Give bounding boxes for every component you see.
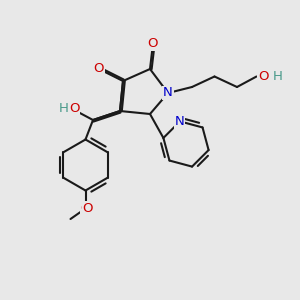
Text: H: H — [59, 101, 69, 115]
Text: N: N — [175, 115, 185, 128]
Text: O: O — [69, 101, 80, 115]
Text: O: O — [94, 62, 104, 76]
Text: H: H — [273, 70, 283, 83]
Text: O: O — [258, 70, 268, 83]
Text: O: O — [148, 37, 158, 50]
Text: O: O — [80, 202, 91, 215]
Text: N: N — [163, 86, 173, 100]
Text: O: O — [83, 202, 93, 215]
